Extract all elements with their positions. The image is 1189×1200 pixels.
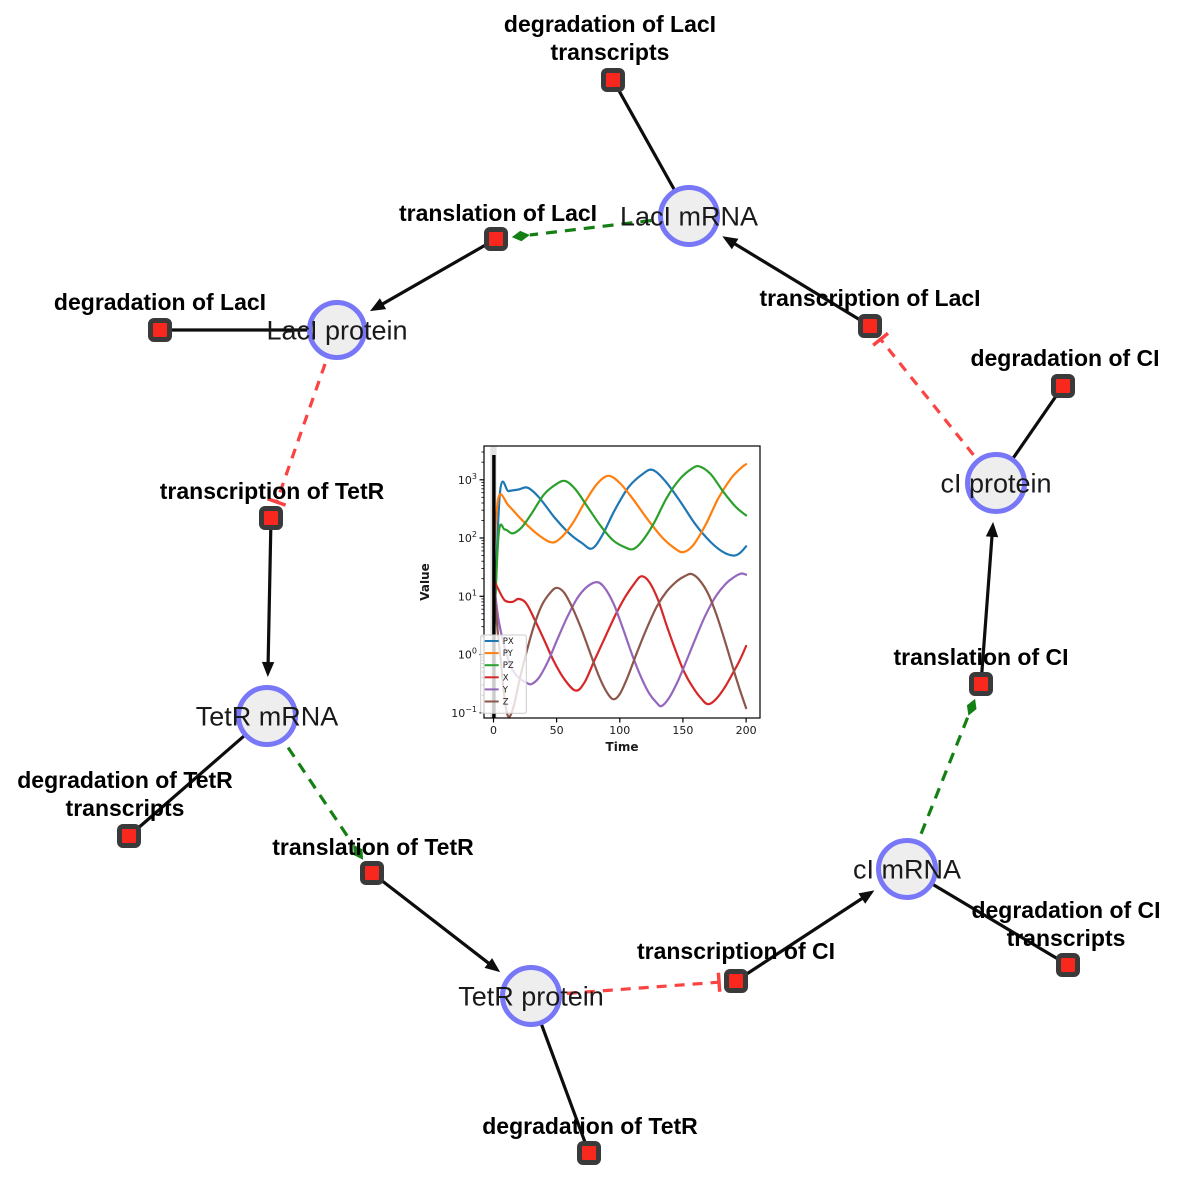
edge-inhibition-tetr-protein-transcription-ci xyxy=(530,972,722,998)
inhibition-tbar-icon xyxy=(267,497,287,507)
reaction-node-translation-laci[interactable] xyxy=(484,227,508,251)
reaction-label-deg-tetr-transcripts: degradation of TetR transcripts xyxy=(17,766,233,822)
x-axis: 0 50 100 150 200 Time xyxy=(490,718,757,754)
species-node-laci-mrna[interactable] xyxy=(658,185,720,247)
species-label-ci-protein: cI protein xyxy=(940,468,1052,499)
reaction-label-deg-laci: degradation of LacI xyxy=(54,288,266,316)
reaction-node-deg-tetr-transcripts[interactable] xyxy=(117,824,141,848)
reaction-label-line: degradation of TetR xyxy=(17,767,233,793)
reaction-label-deg-ci-transcripts: degradation of CI transcripts xyxy=(971,896,1160,952)
y-tick-label: 10−1 xyxy=(451,705,477,720)
reaction-label-line: transcription of CI xyxy=(636,938,836,964)
reaction-node-deg-laci[interactable] xyxy=(148,318,172,342)
legend-entry-X: X xyxy=(503,673,509,683)
reaction-label-line: transcription of LacI xyxy=(759,285,981,311)
species-node-laci-protein[interactable] xyxy=(307,300,367,360)
edge-production-translation-tetr-tetr-protein xyxy=(371,871,501,973)
legend-entry-PX: PX xyxy=(503,637,514,647)
inhibition-tbar-icon xyxy=(716,972,722,992)
legend-entry-Z: Z xyxy=(503,698,509,708)
species-node-ci-mrna[interactable] xyxy=(876,838,938,900)
reaction-node-translation-tetr[interactable] xyxy=(360,861,384,885)
x-axis-label: Time xyxy=(606,740,639,754)
x-tick-label: 200 xyxy=(736,724,757,737)
reaction-label-line: degradation of CI xyxy=(971,897,1161,923)
reaction-label-line: degradation of CI xyxy=(970,345,1160,371)
y-axis-label: Value xyxy=(420,563,432,601)
reaction-label-deg-ci: degradation of CI xyxy=(970,344,1159,372)
reaction-label-line: translation of CI xyxy=(893,644,1069,670)
reaction-label-transcription-laci: transcription of LacI xyxy=(759,284,980,312)
reaction-node-deg-ci[interactable] xyxy=(1051,374,1075,398)
x-tick-label: 50 xyxy=(550,724,564,737)
reaction-label-line: transcription of TetR xyxy=(159,478,385,504)
edge-inhibition-ci-protein-transcription-laci xyxy=(872,331,998,485)
reaction-label-transcription-ci: transcription of CI xyxy=(637,937,835,965)
reaction-node-transcription-ci[interactable] xyxy=(724,969,748,993)
reaction-label-translation-ci: translation of CI xyxy=(893,643,1068,671)
edge-consumption-ci-mrna-deg-ci-transcripts xyxy=(906,867,1069,967)
reaction-label-line: transcripts xyxy=(65,795,185,821)
y-tick-label: 100 xyxy=(458,647,477,662)
reaction-node-transcription-laci[interactable] xyxy=(858,314,882,338)
reaction-label-line: transcripts xyxy=(550,39,670,65)
species-label-tetr-protein: TetR protein xyxy=(458,981,604,1012)
plot-frame xyxy=(483,445,761,719)
legend-entry-PY: PY xyxy=(503,649,514,659)
edge-production-transcription-tetr-tetr-mrna xyxy=(261,517,275,677)
reaction-node-translation-ci[interactable] xyxy=(969,672,993,696)
x-tick-label: 150 xyxy=(672,724,693,737)
modifier-diamond-icon xyxy=(966,698,977,716)
reaction-label-line: degradation of LacI xyxy=(503,11,717,37)
edge-inhibition-laci-protein-transcription-tetr xyxy=(267,329,339,507)
species-node-tetr-protein[interactable] xyxy=(500,965,562,1027)
reaction-label-line: transcripts xyxy=(1006,925,1126,951)
reaction-node-transcription-tetr[interactable] xyxy=(259,506,283,530)
legend-entry-Y: Y xyxy=(502,685,509,695)
series-PZ xyxy=(492,464,748,656)
reaction-node-deg-laci-transcripts[interactable] xyxy=(601,68,625,92)
reaction-label-line: degradation of LacI xyxy=(53,289,267,315)
species-label-laci-protein: LacI protein xyxy=(266,315,408,346)
edge-production-translation-ci-ci-protein xyxy=(979,521,999,685)
modifier-diamond-icon xyxy=(511,230,530,242)
reaction-label-deg-laci-transcripts: degradation of LacI transcripts xyxy=(504,10,716,66)
reaction-label-line: translation of LacI xyxy=(398,200,598,226)
x-tick-label: 0 xyxy=(490,724,497,737)
plot-legend: PX PY PZ XYZ xyxy=(480,634,527,714)
species-node-tetr-mrna[interactable] xyxy=(236,685,298,747)
species-label-laci-mrna: LacI mRNA xyxy=(619,201,759,232)
reaction-label-deg-tetr: degradation of TetR xyxy=(482,1112,698,1140)
edge-production-transcription-laci-laci-mrna xyxy=(722,236,871,328)
reaction-label-translation-laci: translation of LacI xyxy=(399,199,597,227)
species-label-ci-mrna: cI mRNA xyxy=(853,854,961,885)
species-label-tetr-mrna: TetR mRNA xyxy=(195,701,339,732)
legend-entry-PZ: PZ xyxy=(503,661,514,671)
series-X xyxy=(492,575,748,706)
simulation-plot: 0 50 100 150 200Time10310210110010−1ValuePXP… xyxy=(420,445,761,754)
reaction-label-transcription-tetr: transcription of TetR xyxy=(160,477,384,505)
reaction-label-translation-tetr: translation of TetR xyxy=(272,833,473,861)
edge-production-translation-laci-laci-protein xyxy=(370,237,497,312)
reaction-node-deg-ci-transcripts[interactable] xyxy=(1056,953,1080,977)
y-tick-label: 103 xyxy=(458,472,477,487)
species-node-ci-protein[interactable] xyxy=(965,452,1027,514)
modifier-diamond-icon xyxy=(353,844,364,860)
y-tick-label: 101 xyxy=(458,588,477,603)
series-PX xyxy=(492,468,748,656)
reaction-label-line: translation of TetR xyxy=(272,834,474,860)
reaction-label-line: degradation of TetR xyxy=(482,1113,698,1139)
inhibition-tbar-icon xyxy=(872,331,890,347)
reaction-node-deg-tetr[interactable] xyxy=(577,1141,601,1165)
y-axis: 103 102 101 100 10−1 Value xyxy=(420,451,484,720)
y-tick-label: 102 xyxy=(458,530,477,545)
x-tick-label: 100 xyxy=(609,724,630,737)
edge-production-transcription-ci-ci-mrna xyxy=(735,890,875,983)
plot-background xyxy=(484,446,760,718)
series-PY xyxy=(492,463,748,563)
